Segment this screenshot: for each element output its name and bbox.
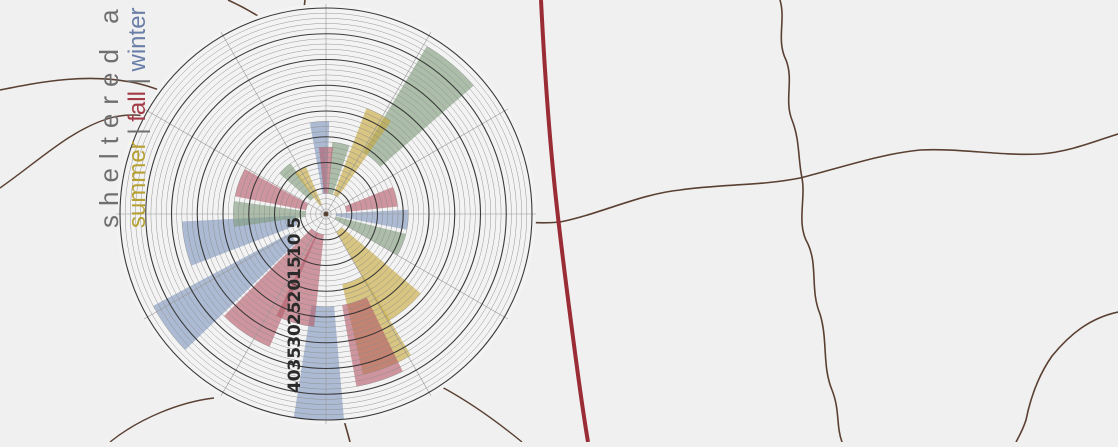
sector-winter-6 — [336, 209, 409, 230]
minor-ring — [233, 121, 419, 307]
minor-ring — [150, 38, 502, 390]
minor-ring — [124, 12, 528, 416]
major-ring — [170, 58, 482, 370]
minor-ring — [166, 54, 486, 374]
minor-ring — [289, 177, 363, 251]
minor-ring — [315, 203, 337, 225]
sector-fall-10 — [342, 297, 403, 387]
sector-fall-13 — [224, 228, 318, 347]
sector-winter-11 — [293, 305, 344, 421]
ring-label-15: 15 — [285, 256, 305, 280]
minor-ring — [186, 74, 466, 354]
sector-fall-5 — [345, 186, 398, 212]
sector-fall-12 — [276, 232, 324, 327]
river-bottom-right — [439, 385, 523, 443]
ring-label-10: 10 — [285, 233, 305, 257]
minor-ring — [238, 126, 414, 302]
major-ring — [145, 33, 507, 395]
minor-ring — [263, 151, 389, 277]
sector-summer-8 — [336, 227, 421, 322]
major-ring — [119, 7, 533, 421]
minor-ring — [202, 90, 450, 338]
ring-label-35: 35 — [285, 347, 305, 371]
minor-ring — [217, 105, 435, 323]
ring-label-5: 5 — [285, 217, 305, 229]
sector-spring-0 — [363, 46, 474, 167]
sector-summer-19 — [295, 166, 322, 206]
minor-ring — [181, 69, 471, 359]
minor-ring — [253, 141, 399, 287]
minor-ring — [160, 48, 492, 380]
minor-ring — [191, 79, 461, 349]
minor-ring — [207, 95, 445, 333]
major-ring — [222, 110, 430, 318]
highway-road — [539, 0, 590, 443]
major-ring — [299, 187, 353, 241]
sector-spring-7 — [334, 216, 406, 256]
minor-ring — [227, 115, 425, 313]
minor-ring — [258, 146, 394, 282]
river-mid-north — [779, 0, 843, 443]
minor-ring — [310, 198, 342, 230]
ring-label-30: 30 — [285, 324, 305, 348]
minor-ring — [212, 100, 440, 328]
wind-rose-chart — [116, 4, 536, 424]
sector-fall-17 — [235, 169, 308, 211]
sector-winter-15 — [181, 215, 298, 266]
sector-spring-2 — [327, 142, 350, 195]
minor-ring — [294, 182, 358, 246]
minor-ring — [320, 208, 332, 220]
major-ring — [273, 161, 379, 267]
ring-label-20: 20 — [285, 279, 305, 303]
sector-spring-18 — [279, 163, 315, 201]
minor-ring — [284, 172, 368, 256]
minor-ring — [305, 193, 347, 235]
ring-label-25: 25 — [285, 301, 305, 325]
major-ring — [196, 84, 456, 344]
river-right-curve — [1015, 311, 1118, 443]
minor-ring — [135, 23, 517, 405]
river-bottom-left — [109, 397, 215, 443]
rose-center — [323, 211, 329, 217]
minor-ring — [243, 131, 409, 297]
sector-winter-14 — [153, 233, 297, 350]
minor-ring — [130, 18, 522, 410]
minor-ring — [269, 157, 383, 271]
ring-label-40: 40 — [285, 369, 305, 393]
major-ring — [248, 136, 404, 292]
minor-ring — [155, 43, 497, 385]
minor-ring — [140, 28, 512, 400]
minor-ring — [176, 64, 476, 364]
minor-ring — [279, 167, 373, 261]
